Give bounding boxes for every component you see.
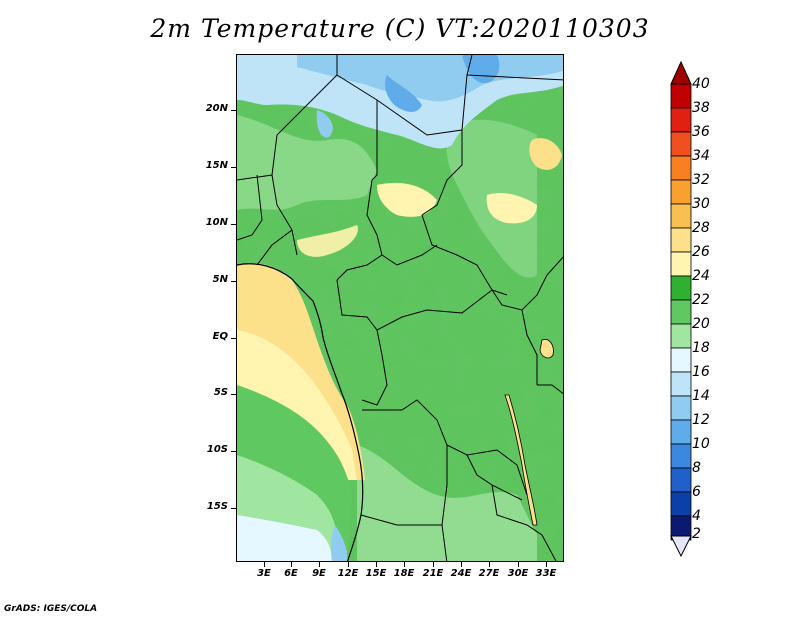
warm-patch-chad — [377, 182, 437, 217]
lat-label-5s: 5S — [213, 387, 228, 398]
lat-label-20n: 20N — [205, 103, 228, 114]
lon-label-15e: 15E — [365, 568, 387, 579]
colorbar-box — [670, 179, 692, 205]
colorbar-boxes — [670, 83, 692, 541]
lat-tick — [231, 451, 236, 452]
colorbar-label: 40 — [692, 76, 710, 92]
colorbar-box — [670, 107, 692, 133]
lon-label-27e: 27E — [478, 568, 500, 579]
warm-patch-east — [529, 138, 562, 170]
coastline — [237, 263, 364, 561]
lake-tanganyika — [504, 394, 538, 526]
country-borders — [237, 55, 563, 561]
light-green-south — [357, 445, 537, 561]
cold-spot-northwest — [316, 110, 333, 138]
lat-tick — [231, 394, 236, 395]
lat-tick — [231, 110, 236, 111]
lon-label-3e: 3E — [257, 568, 271, 579]
colorbar-box — [670, 443, 692, 469]
light-green-north — [237, 115, 377, 210]
colorbar-label: 20 — [692, 316, 710, 332]
colorbar-label: 30 — [692, 196, 710, 212]
lat-label-10s: 10S — [206, 444, 228, 455]
colorbar-box — [670, 299, 692, 325]
colorbar-box — [670, 251, 692, 277]
temperature-field — [237, 55, 563, 561]
colorbar-box — [670, 347, 692, 373]
lat-label-15s: 15S — [206, 501, 228, 512]
credit-text: GrADS: IGES/COLA — [4, 604, 98, 614]
lon-label-18e: 18E — [393, 568, 415, 579]
colorbar-box — [670, 227, 692, 253]
ocean-cool — [237, 515, 332, 561]
lake-victoria — [539, 338, 554, 359]
lat-tick — [231, 338, 236, 339]
colorbar — [670, 60, 692, 558]
lat-tick — [231, 508, 236, 509]
colorbar-label: 34 — [692, 148, 710, 164]
map-title: 2m Temperature (C) VT:2020110303 — [150, 14, 650, 43]
colorbar-label: 2 — [692, 526, 701, 542]
colorbar-box — [670, 323, 692, 349]
colorbar-label: 6 — [692, 484, 701, 500]
lon-tick — [433, 562, 434, 567]
warm-patch-nigeria — [297, 225, 358, 257]
temperature-map — [236, 54, 564, 562]
colorbar-box — [670, 131, 692, 157]
colorbar-label: 36 — [692, 124, 710, 140]
lon-tick — [404, 562, 405, 567]
colorbar-box — [670, 467, 692, 493]
lon-tick — [376, 562, 377, 567]
lon-tick — [546, 562, 547, 567]
lon-label-24e: 24E — [450, 568, 472, 579]
cold-spot-north — [385, 75, 422, 112]
colorbar-box — [670, 419, 692, 445]
colorbar-label: 16 — [692, 364, 710, 380]
colorbar-top-arrow — [670, 60, 692, 85]
lon-tick — [489, 562, 490, 567]
lon-label-21e: 21E — [422, 568, 444, 579]
colorbar-label: 14 — [692, 388, 710, 404]
lon-tick — [518, 562, 519, 567]
colorbar-label: 8 — [692, 460, 701, 476]
colorbar-box — [670, 371, 692, 397]
colorbar-label: 12 — [692, 412, 710, 428]
colorbar-label: 24 — [692, 268, 710, 284]
colorbar-label: 4 — [692, 508, 701, 524]
colorbar-label: 22 — [692, 292, 710, 308]
colorbar-label: 18 — [692, 340, 710, 356]
colorbar-box — [670, 275, 692, 301]
lon-label-12e: 12E — [337, 568, 359, 579]
lon-tick — [461, 562, 462, 567]
lon-tick — [264, 562, 265, 567]
colorbar-label: 26 — [692, 244, 710, 260]
colorbar-box — [670, 395, 692, 421]
ocean-cold-edge — [331, 525, 348, 561]
lon-label-9e: 9E — [312, 568, 326, 579]
lat-label-5n: 5N — [212, 274, 228, 285]
colorbar-box — [670, 83, 692, 109]
lon-label-30e: 30E — [507, 568, 529, 579]
lon-tick — [291, 562, 292, 567]
lon-tick — [348, 562, 349, 567]
warm-patch-sudan — [486, 193, 537, 224]
lat-label-10n: 10N — [205, 217, 228, 228]
lat-tick — [231, 224, 236, 225]
colorbar-box — [670, 155, 692, 181]
colorbar-label: 32 — [692, 172, 710, 188]
colorbar-label: 28 — [692, 220, 710, 236]
lat-tick — [231, 167, 236, 168]
lon-label-6e: 6E — [284, 568, 298, 579]
lat-tick — [231, 281, 236, 282]
colorbar-label: 10 — [692, 436, 710, 452]
lat-label-15n: 15N — [205, 160, 228, 171]
lat-label-eq: EQ — [212, 331, 228, 342]
lon-label-33e: 33E — [535, 568, 557, 579]
colorbar-label: 38 — [692, 100, 710, 116]
lon-tick — [319, 562, 320, 567]
colorbar-bottom-arrow — [670, 535, 692, 558]
colorbar-box — [670, 491, 692, 517]
colorbar-box — [670, 203, 692, 229]
